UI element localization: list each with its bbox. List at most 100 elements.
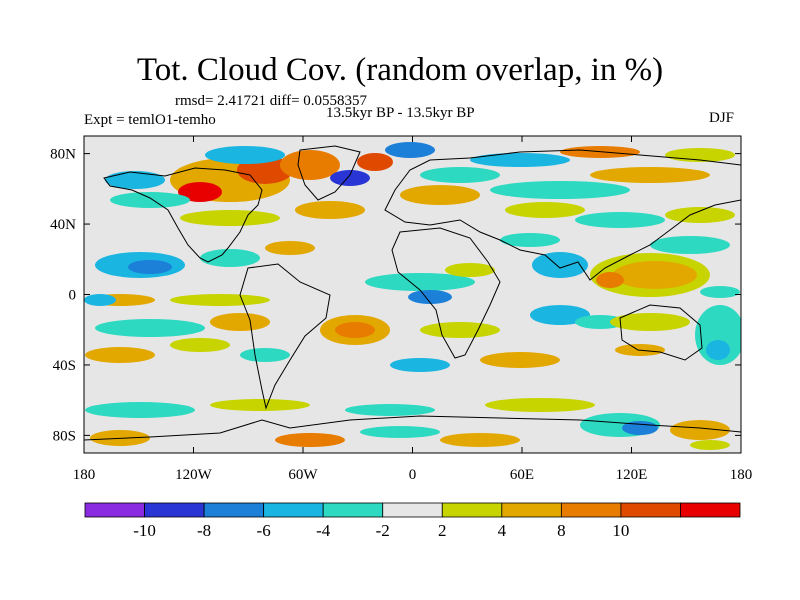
- lat-tick-label: 80N: [50, 147, 76, 163]
- colorbar-swatch: [620, 502, 681, 518]
- latitude-ticks: 80N 40N 0 40S 80S: [50, 147, 741, 444]
- anomaly-patch: [390, 358, 450, 372]
- anomaly-patch: [670, 420, 730, 440]
- anomaly-patch: [470, 153, 570, 167]
- plot-title: Tot. Cloud Cov. (random overlap, in %): [136, 52, 664, 88]
- anomaly-patch: [500, 233, 560, 247]
- anomaly-field: [84, 142, 741, 450]
- lon-tick-label: 180: [73, 467, 96, 483]
- anomaly-patch: [357, 153, 393, 171]
- coastline-australia: [619, 304, 703, 361]
- colorbar-swatch: [84, 502, 145, 518]
- anomaly-patch: [330, 170, 370, 186]
- season-label: DJF: [709, 110, 735, 126]
- colorbar-label: -4: [316, 521, 331, 540]
- anomaly-patch: [345, 404, 435, 416]
- anomaly-patch: [170, 338, 230, 352]
- anomaly-patch: [365, 273, 475, 291]
- experiment-label: Expt = temlO1-temho: [84, 112, 216, 128]
- anomaly-patch: [240, 348, 290, 362]
- anomaly-patch: [360, 426, 440, 438]
- anomaly-patch: [420, 322, 500, 338]
- lon-tick-label: 60W: [288, 467, 318, 483]
- anomaly-patch: [445, 263, 495, 277]
- anomaly-patch: [400, 185, 480, 205]
- anomaly-patch: [335, 322, 375, 338]
- anomaly-patch: [490, 181, 630, 199]
- colorbar-swatch: [144, 502, 205, 518]
- colorbar-label: 2: [438, 521, 447, 540]
- colorbar-swatch: [322, 502, 384, 518]
- lat-tick-label: 40N: [50, 217, 76, 233]
- colorbar-swatch: [382, 502, 443, 518]
- anomaly-patch: [408, 290, 452, 304]
- period-label: 13.5kyr BP - 13.5kyr BP: [326, 105, 475, 121]
- coastline-eurasia: [384, 149, 741, 281]
- lon-tick-label: 0: [409, 467, 417, 483]
- lon-tick-label: 120E: [616, 467, 648, 483]
- anomaly-patch: [650, 236, 730, 254]
- anomaly-patch: [385, 142, 435, 158]
- anomaly-patch: [280, 150, 340, 180]
- anomaly-patch: [295, 201, 365, 219]
- anomaly-patch: [85, 402, 195, 418]
- anomaly-patch: [590, 167, 710, 183]
- anomaly-patch: [596, 272, 624, 288]
- coastline-greenland: [297, 145, 361, 201]
- anomaly-patch: [128, 260, 172, 274]
- anomaly-patch: [532, 252, 588, 278]
- colorbar-swatch: [441, 502, 503, 518]
- colorbar-label: -10: [133, 521, 156, 540]
- anomaly-patch: [575, 212, 665, 228]
- anomaly-patch: [665, 207, 735, 223]
- anomaly-patch: [180, 210, 280, 226]
- anomaly-patch: [110, 192, 190, 208]
- colorbar-label: 10: [612, 521, 629, 540]
- longitude-ticks: 180 120W 60W 0 60E 120E 180: [73, 136, 753, 483]
- coastline-south-america: [239, 263, 331, 410]
- anomaly-patch: [700, 286, 740, 298]
- colorbar-label: -8: [197, 521, 211, 540]
- coastline-north-america: [103, 167, 263, 263]
- anomaly-patch: [613, 261, 697, 289]
- anomaly-patch: [530, 305, 590, 325]
- anomaly-patch: [275, 433, 345, 447]
- anomaly-patch: [200, 249, 260, 267]
- anomaly-patch: [265, 241, 315, 255]
- colorbar-swatch: [263, 502, 324, 518]
- anomaly-patch: [178, 182, 222, 202]
- anomaly-patch: [485, 398, 595, 412]
- anomaly-patch: [210, 399, 310, 411]
- stats-label: rmsd= 2.41721 diff= 0.0558357: [175, 93, 368, 109]
- anomaly-patch: [690, 440, 730, 450]
- lon-tick-label: 60E: [510, 467, 534, 483]
- colorbar-swatch: [501, 502, 562, 518]
- colorbar-label: -6: [257, 521, 271, 540]
- anomaly-patch: [505, 202, 585, 218]
- anomaly-patch: [210, 313, 270, 331]
- lat-tick-label: 40S: [53, 358, 76, 374]
- coastlines: [84, 145, 741, 441]
- colorbar-label: -2: [376, 521, 390, 540]
- anomaly-patch: [480, 352, 560, 368]
- colorbar-swatch: [680, 502, 741, 518]
- anomaly-patch: [85, 347, 155, 363]
- colorbar-swatch: [203, 502, 265, 518]
- anomaly-patch: [84, 294, 116, 306]
- lat-tick-label: 0: [69, 288, 77, 304]
- lon-tick-label: 180: [730, 467, 753, 483]
- colorbar-label: 8: [557, 521, 566, 540]
- coastline-antarctica: [84, 415, 741, 441]
- anomaly-patch: [170, 294, 270, 306]
- anomaly-patch: [440, 433, 520, 447]
- anomaly-patch: [95, 319, 205, 337]
- anomaly-patch: [610, 313, 690, 331]
- anomaly-patch: [706, 340, 730, 360]
- coastline-africa: [391, 227, 501, 359]
- anomaly-patch: [105, 171, 165, 189]
- colorbar: -10 -8 -6 -4 -2 2 4 8 10: [84, 502, 741, 540]
- colorbar-label: 4: [498, 521, 507, 540]
- colorbar-swatch: [560, 502, 622, 518]
- anomaly-patch: [205, 146, 285, 164]
